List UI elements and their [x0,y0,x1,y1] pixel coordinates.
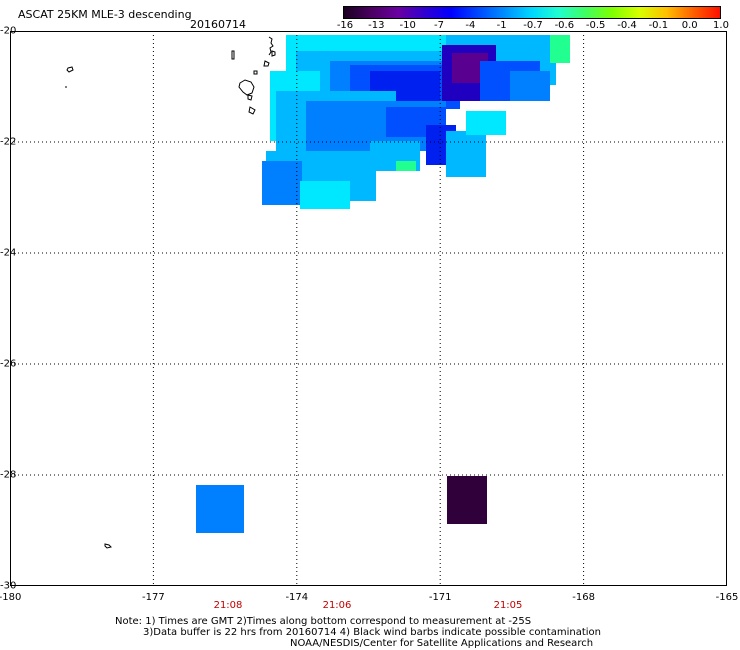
map-title: ASCAT 25KM MLE-3 descending [18,8,192,21]
wind-cell [300,181,350,209]
latitude-label: -30 [0,580,17,592]
island [263,60,270,67]
colorbar-tick-label: -0.7 [523,20,543,31]
latitude-label: -20 [0,25,17,37]
wind-cell [466,111,506,135]
wind-cell [446,147,486,177]
colorbar-tick-label: -0.6 [554,20,575,31]
colorbar-tick-label: -16 [336,20,354,31]
island [253,70,258,75]
colorbar-tick-label: -0.4 [617,20,637,31]
island [66,66,74,73]
island [248,106,256,115]
island [268,36,274,56]
wind-cell [262,161,302,205]
latitude-label: -26 [0,358,17,370]
wind-cell [510,71,550,101]
longitude-label: -171 [428,592,452,603]
island [231,50,235,60]
colorbar-tick-label: -4 [465,20,476,31]
map-date: 20160714 [190,18,246,31]
latitude-label: -22 [0,136,17,148]
colorbar-tick-label: -13 [368,20,385,31]
wind-cell [550,35,570,63]
island [247,94,253,101]
longitude-label: -180 [0,592,22,603]
time-label: 21:06 [322,600,352,611]
colorbar-tick-label: -10 [399,20,416,31]
island [238,79,255,96]
note-line-3: NOAA/NESDIS/Center for Satellite Applica… [290,638,594,649]
wind-swath [196,35,570,533]
colorbar-tick-label: -0.5 [585,20,606,31]
coastlines [65,36,276,549]
island [104,543,112,549]
wind-cell [396,161,416,171]
grid-lines [10,31,727,586]
colorbar-tick-label: 1.0 [713,20,729,31]
longitude-label: -174 [285,592,309,603]
map-frame [10,31,727,586]
colorbar [343,6,721,19]
colorbar-tick-label: -0.1 [648,20,669,31]
map-canvas [10,31,727,586]
longitude-label: -168 [572,592,595,603]
latitude-label: -28 [0,469,17,481]
colorbar-tick-label: -1 [496,20,507,31]
latitude-label: -24 [0,247,17,259]
colorbar-tick-label: 0.0 [681,20,698,31]
island [271,50,276,57]
colorbar-tick-label: -7 [434,20,444,31]
time-label: 21:05 [493,600,523,611]
note-line-1: Note: 1) Times are GMT 2)Times along bot… [115,616,532,627]
wind-cell [196,485,244,533]
time-label: 21:08 [213,600,243,611]
longitude-label: -165 [715,592,739,603]
longitude-label: -177 [142,592,165,603]
wind-cell [447,476,487,524]
note-line-2: 3)Data buffer is 22 hrs from 20160714 4)… [143,627,601,638]
